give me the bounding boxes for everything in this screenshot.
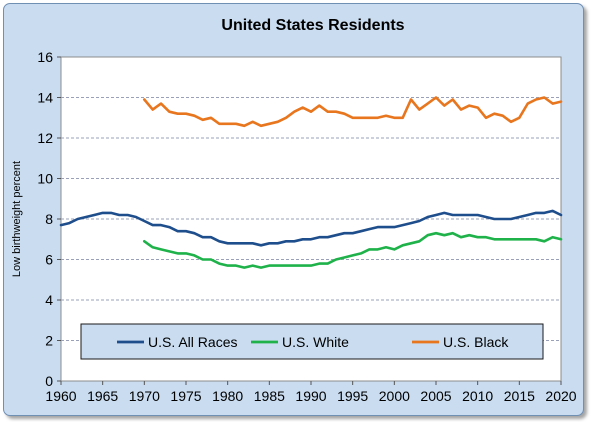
x-tick-label: 2000 <box>379 388 410 404</box>
y-tick-label: 8 <box>45 211 53 227</box>
y-axis-ticks: 0 2 4 6 8 10 12 14 16 <box>37 49 61 389</box>
y-tick-label: 10 <box>37 171 53 187</box>
x-tick-label: 1975 <box>170 388 201 404</box>
y-tick-label: 2 <box>45 333 53 349</box>
legend-label: U.S. All Races <box>148 334 237 350</box>
x-tick-label: 1965 <box>87 388 118 404</box>
y-axis-label: Low birthweight percent <box>11 161 23 277</box>
y-tick-label: 16 <box>37 49 53 65</box>
y-tick-label: 4 <box>45 292 53 308</box>
y-tick-label: 12 <box>37 130 53 146</box>
series-line-u-s-white <box>143 231 563 269</box>
x-tick-label: 2015 <box>504 388 535 404</box>
series-lines <box>59 96 563 269</box>
x-tick-label: 2005 <box>420 388 451 404</box>
x-tick-label: 1960 <box>45 388 76 404</box>
series-line-u-s-all-races <box>59 209 563 247</box>
chart-title: United States Residents <box>221 17 404 34</box>
legend-box <box>80 323 544 360</box>
x-tick-label: 1995 <box>337 388 368 404</box>
series-line-u-s-black <box>143 96 563 128</box>
x-tick-label: 1985 <box>254 388 285 404</box>
x-tick-label: 2010 <box>462 388 493 404</box>
x-axis-ticks: 1960 1965 1970 1975 1980 1985 1990 1995 2000 2005… <box>45 381 577 404</box>
legend: U.S. All Races U.S. White U.S. Black <box>80 323 544 360</box>
legend-label: U.S. Black <box>443 334 509 350</box>
x-tick-label: 1980 <box>212 388 243 404</box>
x-tick-label: 1970 <box>129 388 160 404</box>
legend-label: U.S. White <box>282 334 349 350</box>
x-tick-label: 2020 <box>545 388 576 404</box>
y-tick-label: 0 <box>45 373 53 389</box>
y-tick-label: 14 <box>37 90 53 106</box>
y-tick-label: 6 <box>45 252 53 268</box>
x-tick-label: 1990 <box>295 388 326 404</box>
